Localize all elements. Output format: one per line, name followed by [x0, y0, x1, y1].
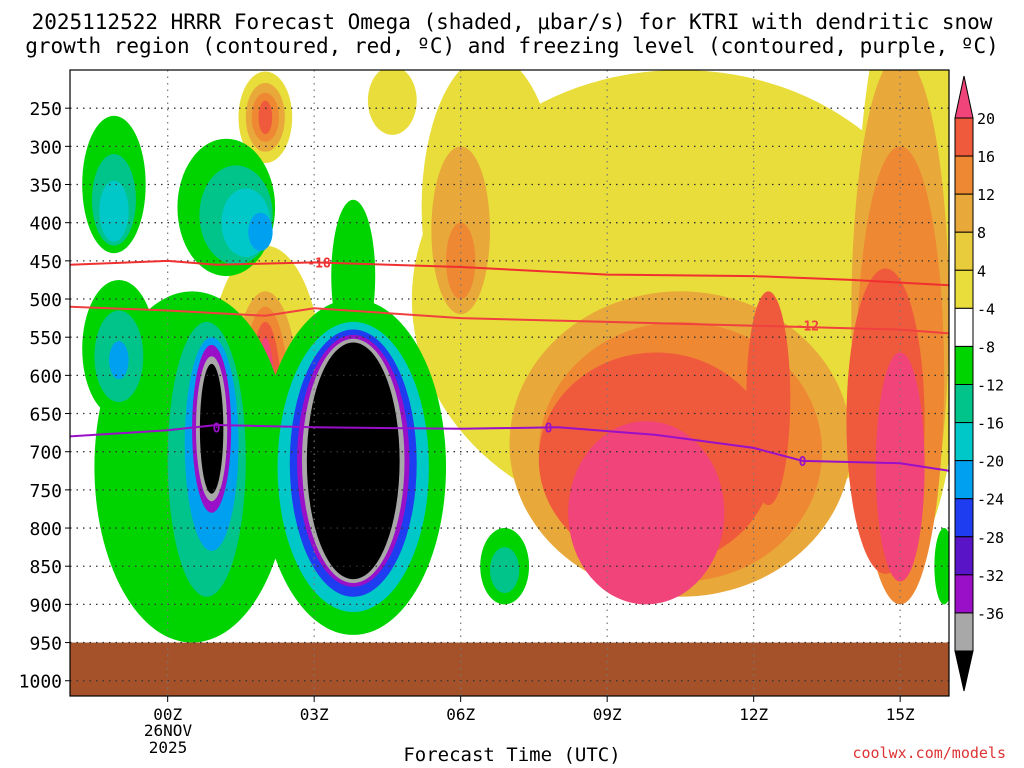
colorbar-segment-1 [954, 155, 974, 195]
colorbar-segment-13 [954, 612, 974, 652]
colorbar-segment-10 [954, 498, 974, 538]
colorbar-segment-12 [954, 574, 974, 614]
omega-region-30 [248, 212, 273, 251]
colorbar-label-2: 12 [977, 186, 995, 204]
x-tick-label-09Z: 09Z [593, 705, 622, 724]
x-tick-label-00Z: 00Z [153, 705, 182, 724]
colorbar-segment-8 [954, 422, 974, 462]
colorbar-label-10: -24 [977, 491, 1004, 509]
colorbar-label-13: -36 [977, 605, 1004, 623]
chart-title-line2: growth region (contoured, red, ºC) and f… [25, 34, 999, 58]
y-tick-label-800: 800 [29, 519, 62, 540]
y-tick-label-650: 650 [29, 405, 62, 426]
x-date-year: 2025 [148, 738, 188, 757]
x-date-day: 26NOV [143, 721, 193, 740]
colorbar-label-0: 20 [977, 110, 995, 128]
y-tick-label-400: 400 [29, 214, 62, 235]
contour-line-0 [70, 259, 949, 287]
omega-region-36 [109, 341, 129, 380]
y-tick-label-250: 250 [29, 99, 62, 120]
colorbar-bottom-arrow [954, 650, 974, 692]
x-tick-label-15Z: 15Z [886, 705, 915, 724]
y-tick-label-300: 300 [29, 137, 62, 158]
y-tick-label-850: 850 [29, 557, 62, 578]
colorbar-segment-3 [954, 231, 974, 271]
colorbar-top-arrow [954, 75, 974, 119]
omega-region-26 [99, 180, 129, 242]
colorbar-label-11: -28 [977, 529, 1004, 547]
x-tick-label-12Z: 12Z [739, 705, 768, 724]
omega-region-41 [199, 363, 224, 494]
x-tick-label-06Z: 06Z [446, 705, 475, 724]
y-tick-label-500: 500 [29, 290, 62, 311]
omega-region-13 [568, 421, 725, 605]
colorbar-segment-9 [954, 460, 974, 500]
y-tick-label-600: 600 [29, 366, 62, 387]
colorbar-label-4: 4 [977, 262, 986, 280]
colorbar-segment-2 [954, 193, 974, 233]
colorbar-segment-0 [954, 117, 974, 157]
colorbar-label-12: -32 [977, 567, 1004, 585]
omega-region-3 [367, 70, 417, 135]
y-tick-label-550: 550 [29, 328, 62, 349]
x-tick-label-03Z: 03Z [300, 705, 329, 724]
omega-region-11 [746, 291, 791, 506]
y-tick-label-750: 750 [29, 481, 62, 502]
ground-below-surface [70, 642, 949, 696]
y-tick-label-1000: 1000 [19, 672, 62, 693]
x-date-label: 26NOV 2025 [128, 722, 208, 756]
contour-label-0: -18 [307, 256, 331, 271]
contour-label-4: 0 [799, 455, 807, 470]
colorbar-label-6: -8 [977, 338, 995, 356]
omega-region-23 [258, 100, 273, 135]
contour-label-1: -12 [796, 320, 819, 335]
contour-label-2: 0 [213, 421, 221, 436]
x-axis-label: Forecast Time (UTC) [403, 744, 621, 766]
omega-region-48 [489, 547, 520, 593]
contour-line-2 [70, 423, 949, 472]
omega-region-49 [99, 459, 119, 506]
colorbar-segment-11 [954, 536, 974, 576]
colorbar-label-5: -4 [977, 300, 995, 318]
y-tick-label-350: 350 [29, 176, 62, 197]
colorbar-label-8: -16 [977, 415, 1004, 433]
y-tick-label-950: 950 [29, 634, 62, 655]
colorbar-label-9: -20 [977, 453, 1004, 471]
contour-label-3: 0 [545, 421, 553, 436]
y-tick-label-700: 700 [29, 443, 62, 464]
omega-region-46 [306, 342, 400, 580]
colorbar-label-3: 8 [977, 224, 986, 242]
colorbar-label-1: 16 [977, 148, 995, 166]
chart-title-line1: 2025112522 HRRR Forecast Omega (shaded, … [31, 10, 993, 34]
y-tick-label-900: 900 [29, 595, 62, 616]
colorbar-segment-4 [954, 269, 974, 309]
colorbar-segment-6 [954, 345, 974, 385]
colorbar-segment-5 [954, 307, 974, 347]
plot-frame [69, 69, 950, 697]
colorbar-label-7: -12 [977, 377, 1004, 395]
contour-line-1 [70, 305, 949, 335]
omega-region-50 [934, 528, 949, 605]
colorbar-segment-7 [954, 384, 974, 424]
y-tick-label-450: 450 [29, 252, 62, 273]
credit-link[interactable]: coolwx.com/models [852, 744, 1006, 762]
